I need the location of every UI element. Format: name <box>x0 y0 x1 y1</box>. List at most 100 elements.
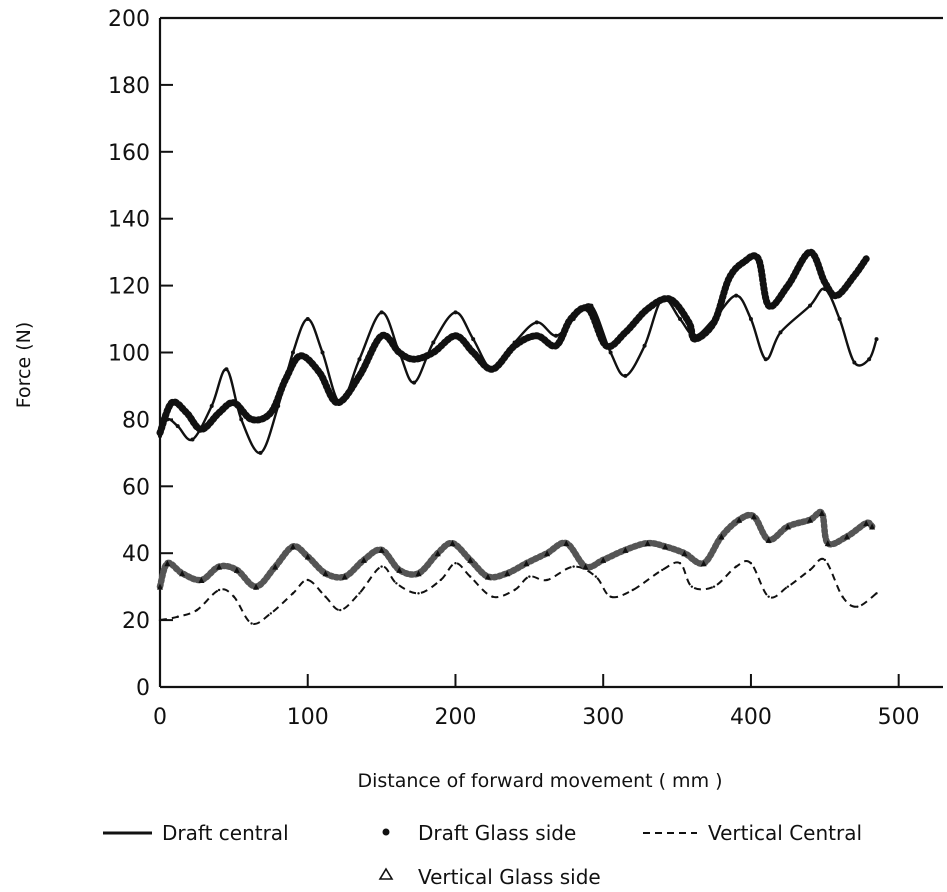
data-point-vertical-glass-side-41 <box>869 523 876 530</box>
y-tick-label-60: 60 <box>122 475 150 500</box>
y-tick-label-140: 140 <box>108 208 150 233</box>
data-point-vertical-glass-side-27 <box>644 540 651 547</box>
y-tick-label-40: 40 <box>122 542 150 567</box>
data-point-draft-glass-side-26 <box>623 330 628 335</box>
data-point-draft-central-37 <box>808 303 813 308</box>
data-point-vertical-glass-side-16 <box>434 550 441 557</box>
data-point-vertical-glass-side-35 <box>784 523 791 530</box>
data-point-vertical-central-13 <box>395 582 398 585</box>
data-point-draft-glass-side-14 <box>397 350 402 355</box>
data-point-vertical-central-32 <box>767 595 770 598</box>
data-point-vertical-glass-side-15 <box>415 570 422 577</box>
data-point-vertical-central-34 <box>808 568 812 572</box>
data-point-draft-central-19 <box>471 337 476 342</box>
data-point-vertical-central-0 <box>158 618 162 622</box>
y-tick-label-180: 180 <box>108 74 150 99</box>
data-point-draft-glass-side-18 <box>471 350 476 355</box>
data-point-vertical-glass-side-34 <box>765 536 772 543</box>
data-point-vertical-central-24 <box>609 595 612 598</box>
data-point-vertical-central-7 <box>291 592 295 595</box>
data-point-vertical-central-27 <box>678 562 682 565</box>
series-draft-central <box>158 286 879 455</box>
data-point-vertical-glass-side-9 <box>304 553 311 560</box>
data-point-vertical-glass-side-23 <box>563 540 570 547</box>
series-line-draft-central <box>158 287 878 455</box>
data-point-vertical-glass-side-38 <box>824 540 831 547</box>
legend-item-vertical-central: Vertical Central <box>643 821 862 845</box>
data-point-draft-glass-side-41 <box>864 256 869 261</box>
data-point-draft-glass-side-15 <box>412 357 417 362</box>
data-point-vertical-glass-side-13 <box>378 546 385 553</box>
legend-swatch-dot <box>382 828 390 836</box>
data-point-draft-glass-side-30 <box>692 337 697 342</box>
data-point-vertical-glass-side-17 <box>449 540 456 547</box>
data-point-draft-central-35 <box>763 357 768 362</box>
data-point-draft-glass-side-17 <box>453 333 458 338</box>
data-point-draft-central-28 <box>642 343 647 348</box>
data-point-draft-glass-side-33 <box>741 260 746 265</box>
data-point-vertical-central-23 <box>594 575 598 578</box>
data-point-vertical-central-16 <box>454 562 457 565</box>
data-point-vertical-glass-side-40 <box>863 520 870 527</box>
data-point-draft-central-26 <box>608 350 613 355</box>
data-point-vertical-central-36 <box>841 595 844 598</box>
x-axis-title: Distance of forward movement ( mm ) <box>357 770 722 792</box>
data-point-vertical-central-38 <box>875 592 878 595</box>
data-point-draft-central-7 <box>258 450 263 455</box>
data-point-draft-glass-side-20 <box>512 343 517 348</box>
data-point-vertical-glass-side-36 <box>807 516 814 523</box>
data-point-vertical-glass-side-12 <box>360 556 367 563</box>
data-point-draft-central-30 <box>678 317 683 322</box>
data-point-vertical-glass-side-10 <box>322 570 329 577</box>
legend-label: Draft central <box>162 821 289 845</box>
data-point-draft-central-27 <box>623 373 628 378</box>
data-point-vertical-central-11 <box>358 592 361 595</box>
legend-item-draft-glass-side: Draft Glass side <box>382 821 576 845</box>
x-tick-label-400: 400 <box>730 705 772 730</box>
data-point-vertical-central-17 <box>469 575 472 578</box>
data-point-vertical-central-1 <box>176 615 179 618</box>
data-point-vertical-glass-side-30 <box>700 560 707 567</box>
data-point-draft-glass-side-36 <box>785 283 790 288</box>
data-point-draft-central-17 <box>431 340 436 345</box>
data-point-vertical-central-5 <box>250 622 253 625</box>
data-point-vertical-central-4 <box>232 595 236 598</box>
data-point-vertical-glass-side-26 <box>622 546 629 553</box>
data-point-draft-central-3 <box>190 437 195 442</box>
data-point-vertical-glass-side-31 <box>718 533 725 540</box>
data-point-draft-glass-side-38 <box>822 280 827 285</box>
data-point-draft-glass-side-40 <box>852 273 857 278</box>
x-tick-label-300: 300 <box>582 705 624 730</box>
data-point-draft-central-39 <box>837 317 842 322</box>
data-point-vertical-glass-side-6 <box>253 583 260 590</box>
data-point-vertical-glass-side-22 <box>544 550 551 557</box>
data-point-draft-glass-side-13 <box>379 333 384 338</box>
data-point-vertical-central-30 <box>734 565 738 568</box>
series-vertical-central <box>158 557 878 625</box>
data-point-vertical-glass-side-14 <box>396 566 403 573</box>
data-point-vertical-central-25 <box>631 588 634 592</box>
data-point-draft-central-5 <box>224 367 229 372</box>
data-point-vertical-central-10 <box>339 608 342 612</box>
data-point-vertical-central-22 <box>572 565 575 568</box>
data-point-vertical-glass-side-11 <box>341 573 348 580</box>
data-point-draft-glass-side-2 <box>184 410 189 415</box>
data-point-vertical-glass-side-8 <box>289 543 296 550</box>
data-point-vertical-glass-side-25 <box>600 556 607 563</box>
data-point-draft-central-33 <box>734 293 739 298</box>
y-tick-label-160: 160 <box>108 141 150 166</box>
data-point-vertical-central-19 <box>513 588 516 592</box>
data-point-draft-glass-side-22 <box>553 343 558 348</box>
data-point-vertical-central-3 <box>217 588 221 592</box>
data-point-vertical-glass-side-2 <box>179 570 186 577</box>
data-point-draft-glass-side-31 <box>712 320 717 325</box>
data-point-draft-glass-side-25 <box>604 343 609 348</box>
data-point-draft-glass-side-10 <box>317 370 322 375</box>
data-point-draft-glass-side-29 <box>686 320 691 325</box>
data-point-draft-glass-side-7 <box>268 410 273 415</box>
y-tick-label-20: 20 <box>122 609 150 634</box>
data-point-draft-glass-side-24 <box>586 307 591 312</box>
series-dots-draft-glass-side <box>156 248 870 437</box>
data-point-vertical-glass-side-33 <box>750 513 757 520</box>
